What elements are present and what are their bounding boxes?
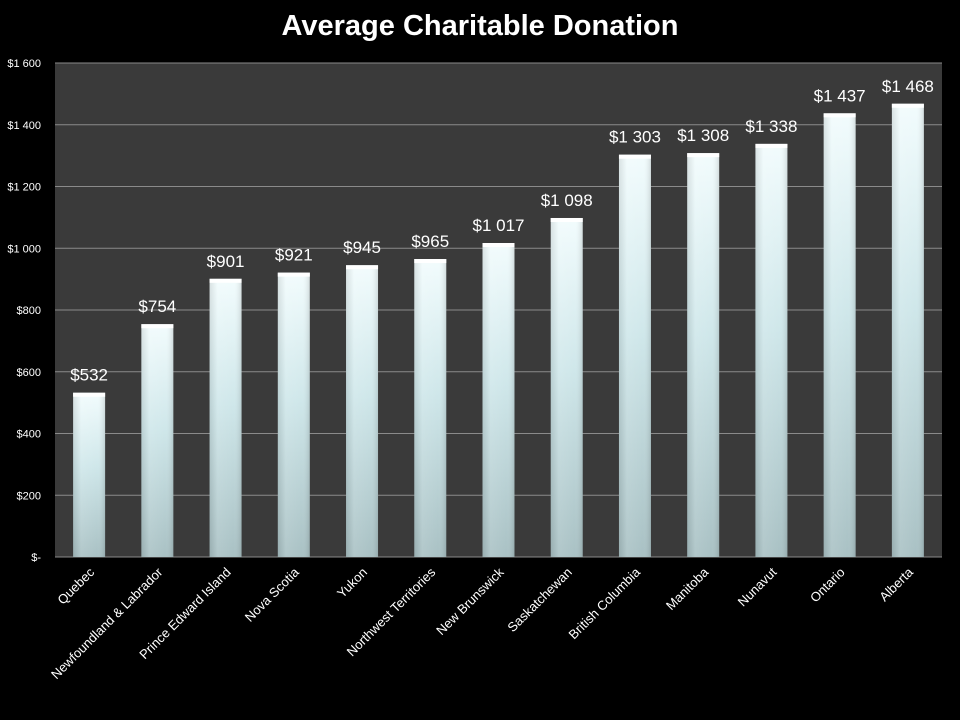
bar-shading <box>346 265 379 557</box>
bar-highlight <box>823 113 856 118</box>
data-label: $901 <box>207 252 245 271</box>
y-tick-label: $800 <box>17 305 41 317</box>
x-category-label: Yukon <box>334 565 370 601</box>
y-tick-label: $1 400 <box>7 120 41 132</box>
data-label: $1 303 <box>609 128 661 147</box>
data-label: $965 <box>411 232 449 251</box>
y-tick-label: $400 <box>17 429 41 441</box>
y-tick-label: $1 000 <box>7 243 41 255</box>
bar-shading <box>755 143 788 557</box>
bar <box>277 272 310 557</box>
bar-highlight <box>209 278 242 283</box>
bar-highlight <box>618 154 651 159</box>
bar <box>550 217 583 557</box>
data-label: $1 468 <box>882 77 934 96</box>
x-category-label: Newfoundland & Labrador <box>48 564 166 682</box>
x-category-label: Saskatchewan <box>504 565 574 635</box>
bar <box>141 324 174 557</box>
data-label: $532 <box>70 366 108 385</box>
y-axis-tick-labels: $- $200 $400 $600 $800 $1 000 $1 200 $1 400 $1 6… <box>7 58 41 564</box>
bar <box>73 392 106 557</box>
bar <box>482 243 515 557</box>
bar-shading <box>482 243 515 557</box>
x-category-label: Ontario <box>807 565 848 606</box>
bar <box>346 265 379 557</box>
data-label: $754 <box>138 297 176 316</box>
y-tick-label: $1 200 <box>7 182 41 194</box>
bar-shading <box>891 103 924 557</box>
bar <box>618 154 651 558</box>
data-label: $945 <box>343 238 381 257</box>
bar-highlight <box>755 143 788 148</box>
data-label: $1 098 <box>541 191 593 210</box>
bar <box>687 153 720 557</box>
bar <box>414 259 447 557</box>
bar-shading <box>687 153 720 557</box>
y-tick-label: $1 600 <box>7 58 41 70</box>
bar-highlight <box>891 103 924 108</box>
bar-shading <box>823 113 856 558</box>
bar-shading <box>277 272 310 557</box>
bar <box>209 278 242 557</box>
x-category-label: Alberta <box>876 564 916 604</box>
data-label: $1 017 <box>473 216 525 235</box>
bars <box>73 103 924 558</box>
bar-highlight <box>277 272 310 277</box>
bar-highlight <box>550 217 583 222</box>
x-category-label: Manitoba <box>663 564 712 613</box>
data-labels: $532 $754 $901 $921 $945 $965 $1 017 $1 098 $1 3… <box>70 77 934 385</box>
bar-highlight <box>73 392 106 397</box>
x-category-label: Nunavut <box>735 564 780 609</box>
bar-highlight <box>687 153 720 158</box>
data-label: $1 437 <box>814 86 866 105</box>
bar-highlight <box>346 265 379 270</box>
y-tick-label: $600 <box>17 367 41 379</box>
bar <box>755 143 788 557</box>
bar-shading <box>209 278 242 557</box>
y-tick-label: $- <box>31 552 41 564</box>
bar-highlight <box>141 324 174 329</box>
bar <box>891 103 924 557</box>
data-label: $1 308 <box>677 126 729 145</box>
chart-title: Average Charitable Donation <box>281 10 679 42</box>
x-category-label: New Brunswick <box>433 564 507 638</box>
bar-shading <box>73 392 106 557</box>
x-category-label: Nova Scotia <box>242 564 303 625</box>
x-category-label: Quebec <box>54 564 97 607</box>
bar-shading <box>141 324 174 557</box>
bar-highlight <box>482 243 515 248</box>
x-category-label: British Columbia <box>566 564 644 642</box>
data-label: $921 <box>275 246 313 265</box>
data-label: $1 338 <box>745 117 797 136</box>
bar-shading <box>550 217 583 557</box>
bar-shading <box>414 259 447 557</box>
y-tick-label: $200 <box>17 490 41 502</box>
bar-highlight <box>414 259 447 264</box>
bar-shading <box>618 154 651 558</box>
bar <box>823 113 856 558</box>
